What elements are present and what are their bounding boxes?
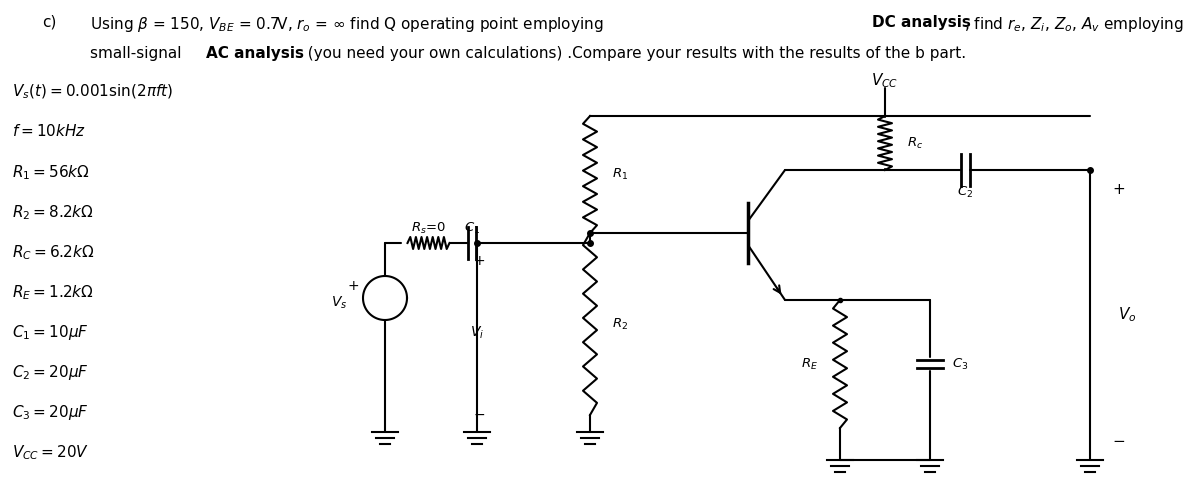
Text: $R_E$: $R_E$ xyxy=(800,356,818,371)
Text: +: + xyxy=(347,279,359,293)
Text: $V_s$: $V_s$ xyxy=(331,295,347,311)
Text: +: + xyxy=(473,254,485,268)
Text: $C_3$: $C_3$ xyxy=(952,356,968,371)
Text: $-$: $-$ xyxy=(1112,432,1126,447)
Text: $R_c$: $R_c$ xyxy=(907,136,923,151)
Text: AC analysis: AC analysis xyxy=(206,46,305,61)
Text: $V_s(t) = 0.001\sin(2\pi ft)$: $V_s(t) = 0.001\sin(2\pi ft)$ xyxy=(12,83,173,102)
Text: $R_2 = 8.2k\Omega$: $R_2 = 8.2k\Omega$ xyxy=(12,203,94,222)
Text: small-signal: small-signal xyxy=(90,46,186,61)
Text: $V_{CC}$: $V_{CC}$ xyxy=(871,72,899,90)
Text: $C_1$: $C_1$ xyxy=(464,221,480,236)
Text: $R_2$: $R_2$ xyxy=(612,316,628,331)
Text: $-$: $-$ xyxy=(473,407,485,421)
Text: DC analysis: DC analysis xyxy=(872,15,971,30)
Text: $R_1$: $R_1$ xyxy=(612,167,629,182)
Text: $R_s$=0: $R_s$=0 xyxy=(412,221,446,236)
Text: $V_{CC} = 20V$: $V_{CC} = 20V$ xyxy=(12,443,89,462)
Text: c): c) xyxy=(42,15,56,30)
Text: $V_i$: $V_i$ xyxy=(470,325,484,341)
Text: $C_2$: $C_2$ xyxy=(956,184,973,200)
Text: $C_1 = 10\mu F$: $C_1 = 10\mu F$ xyxy=(12,323,89,342)
Text: $R_E = 1.2k\Omega$: $R_E = 1.2k\Omega$ xyxy=(12,283,94,302)
Text: $C_2 = 20\mu F$: $C_2 = 20\mu F$ xyxy=(12,363,89,382)
Text: $C_3 = 20\mu F$: $C_3 = 20\mu F$ xyxy=(12,403,89,422)
Text: $R_1 = 56k\Omega$: $R_1 = 56k\Omega$ xyxy=(12,163,90,182)
Text: $R_C = 6.2k\Omega$: $R_C = 6.2k\Omega$ xyxy=(12,243,95,262)
Text: Using $\beta$ = 150, $V_{BE}$ = 0.7V, $r_o$ = $\infty$ find Q operating point em: Using $\beta$ = 150, $V_{BE}$ = 0.7V, $r… xyxy=(90,15,605,34)
Text: . (you need your own calculations) .Compare your results with the results of the: . (you need your own calculations) .Comp… xyxy=(298,46,966,61)
Text: , find $r_e$, $Z_i$, $Z_o$, $A_v$ employing: , find $r_e$, $Z_i$, $Z_o$, $A_v$ employ… xyxy=(964,15,1183,34)
Text: $f = 10kHz$: $f = 10kHz$ xyxy=(12,123,86,139)
Text: +: + xyxy=(1112,183,1124,198)
Text: $V_o$: $V_o$ xyxy=(1118,305,1136,325)
